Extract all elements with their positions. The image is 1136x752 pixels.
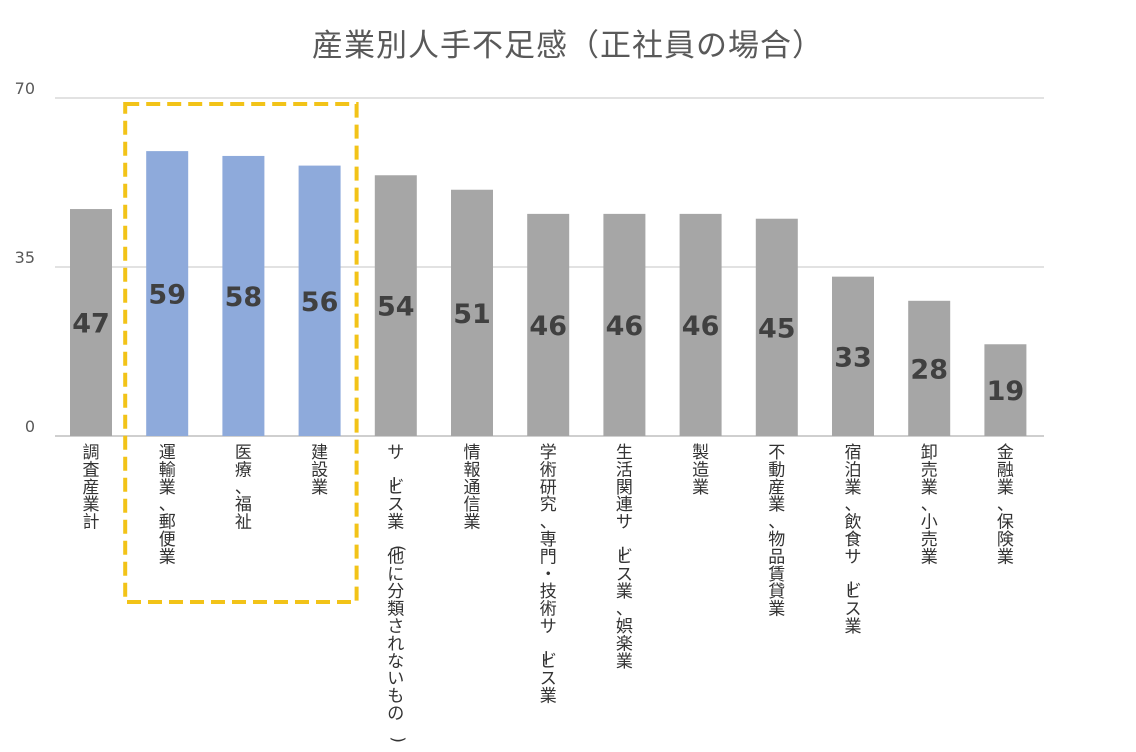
category-label: 医療、福祉	[235, 443, 252, 533]
highlight-box	[123, 102, 359, 604]
data-label: 19	[987, 376, 1025, 407]
category-label: 学術研究、専門・技術サービス業	[535, 443, 557, 707]
bar	[908, 300, 951, 436]
data-label: 59	[148, 280, 186, 311]
category-label: 生活関連サービス業、娯楽業	[611, 443, 633, 672]
bar	[755, 218, 798, 436]
category-label: 卸売業、小売業	[921, 443, 938, 567]
data-label: 46	[529, 311, 567, 342]
category-label: 製造業	[692, 443, 709, 498]
bar	[222, 155, 265, 436]
bar	[984, 344, 1027, 436]
y-tick-label: 35	[15, 248, 35, 267]
data-label: 28	[910, 354, 948, 385]
data-label: 46	[682, 311, 720, 342]
category-label: 金融業、保険業	[997, 443, 1014, 567]
data-label: 33	[834, 342, 872, 373]
bar	[298, 165, 341, 436]
bar	[603, 213, 646, 436]
data-label: 47	[72, 309, 110, 340]
bar	[679, 213, 722, 436]
bar	[832, 276, 874, 436]
data-label: 51	[453, 299, 491, 330]
category-label: 情報通信業	[464, 443, 481, 533]
bar	[374, 175, 417, 436]
data-label: 56	[301, 287, 339, 318]
category-label: 調査産業計	[83, 443, 100, 533]
chart-title: 産業別人手不足感（正社員の場合）	[312, 28, 824, 64]
bar	[70, 209, 112, 436]
data-label: 54	[377, 292, 415, 323]
y-tick-label: 0	[25, 417, 35, 436]
data-label: 45	[758, 313, 796, 344]
bar	[527, 213, 570, 436]
category-label: 宿泊業、飲食サービス業	[840, 443, 862, 637]
category-label: 運輸業、郵便業	[159, 443, 176, 567]
data-label: 58	[225, 282, 263, 313]
bar	[146, 151, 189, 436]
bar	[451, 189, 493, 436]
category-label: 建設業	[311, 443, 328, 498]
category-label: サービス業(他に分類されないもの)	[382, 443, 407, 743]
y-tick-label: 70	[15, 79, 35, 98]
data-label: 46	[606, 311, 644, 342]
category-label: 不動産業、物品賃貸業	[768, 443, 785, 620]
